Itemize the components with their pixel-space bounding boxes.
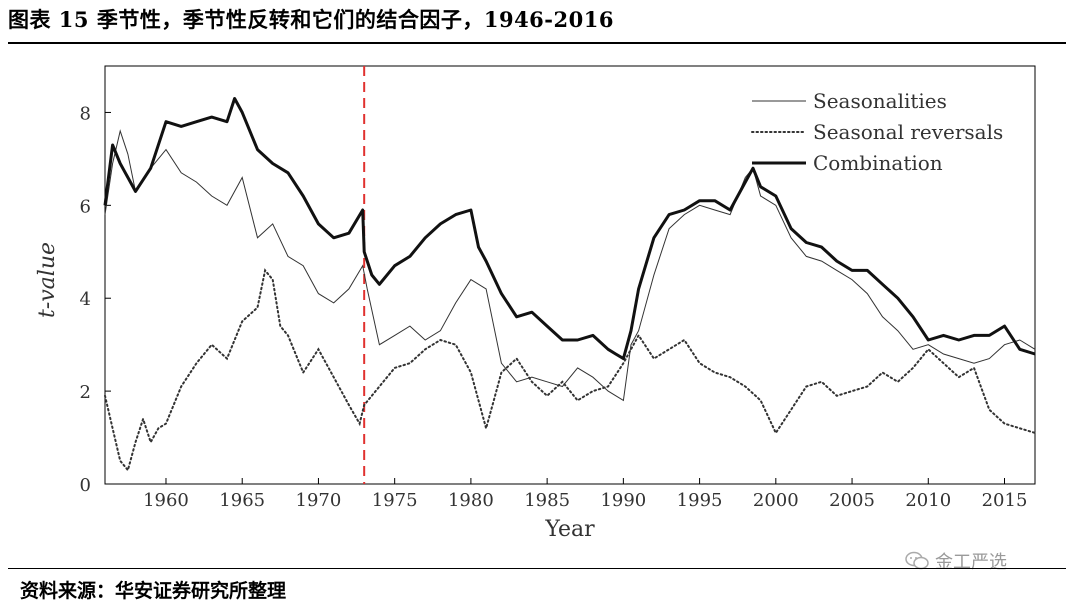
- plot-frame: [104, 65, 1036, 485]
- axis-ticks: 1960 1965 1970 1975 1980 1985 1990 1995 2000 2005…: [80, 103, 1028, 511]
- series-line-seasonal-reversals: [104, 268, 1036, 473]
- x-tick-label: 2000: [753, 490, 799, 511]
- title-rule: [8, 42, 1066, 44]
- x-tick-label: 2015: [982, 490, 1028, 511]
- legend: Seasonalities Seasonal reversals Combinati…: [751, 89, 1003, 175]
- source-note: 资料来源：华安证券研究所整理: [20, 580, 287, 602]
- x-tick-label: 1975: [372, 490, 418, 511]
- series-line-combination: [103, 97, 1036, 361]
- x-tick-label: 1990: [600, 490, 646, 511]
- watermark-text: 金工严选: [935, 552, 1007, 573]
- line-chart: 1960 1965 1970 1975 1980 1985 1990 1995 2000 2005…: [35, 65, 1036, 542]
- x-tick-label: 1980: [448, 490, 494, 511]
- series-line-seasonalities: [104, 129, 1036, 402]
- x-axis-label: Year: [544, 517, 595, 542]
- y-tick-label: 8: [80, 103, 91, 124]
- x-tick-label: 1995: [677, 490, 723, 511]
- y-axis-label: t-value: [35, 242, 60, 318]
- watermark: 金工严选: [905, 548, 1007, 574]
- x-tick-label: 1960: [143, 490, 189, 511]
- y-tick-label: 0: [80, 475, 91, 496]
- legend-label: Seasonalities: [813, 89, 947, 113]
- x-tick-label: 1965: [219, 490, 265, 511]
- wechat-icon: [905, 551, 929, 570]
- x-tick-label: 2005: [829, 490, 875, 511]
- x-tick-label: 2010: [905, 490, 951, 511]
- y-tick-label: 6: [80, 196, 91, 217]
- y-tick-label: 4: [80, 289, 91, 310]
- series-layer: [103, 97, 1036, 473]
- footer-rule: [8, 568, 1066, 569]
- legend-label: Seasonal reversals: [813, 120, 1003, 144]
- x-tick-label: 1985: [524, 490, 570, 511]
- y-tick-label: 2: [80, 382, 91, 403]
- figure-title: 图表 15 季节性，季节性反转和它们的结合因子，1946-2016: [8, 7, 614, 32]
- x-tick-label: 1970: [296, 490, 342, 511]
- legend-label: Combination: [813, 151, 943, 175]
